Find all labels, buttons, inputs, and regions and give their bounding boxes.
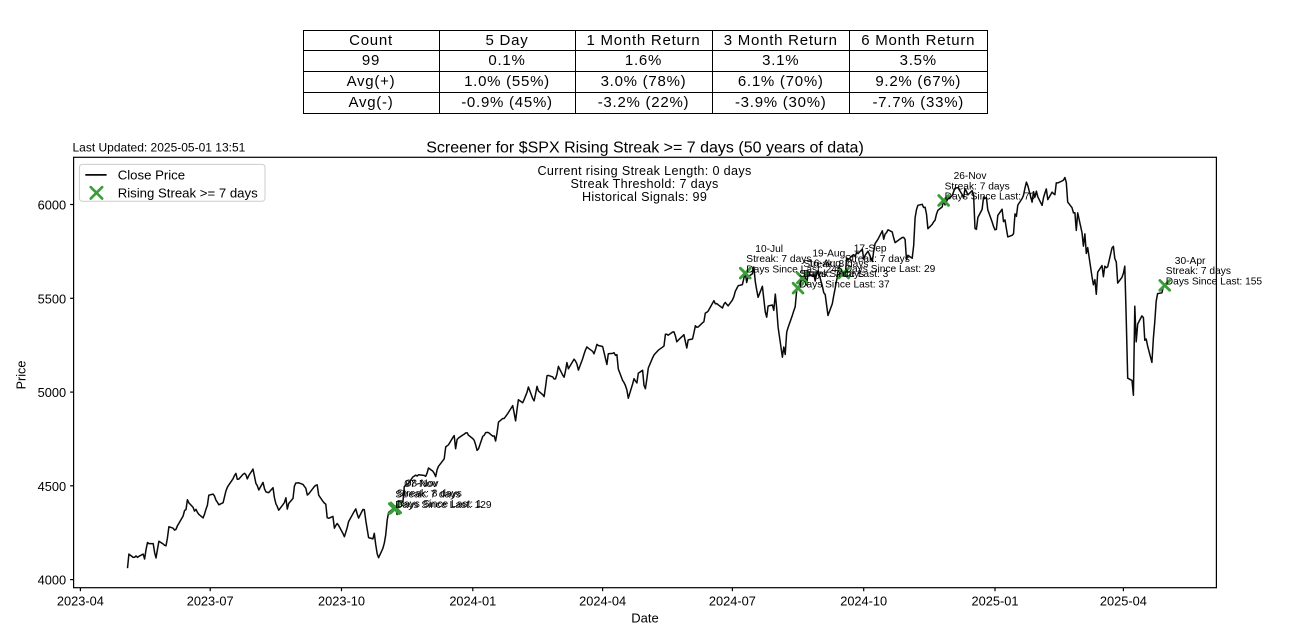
svg-text:4000: 4000 bbox=[38, 573, 66, 588]
svg-text:16-Aug: 16-Aug bbox=[808, 259, 841, 270]
svg-text:6000: 6000 bbox=[38, 198, 66, 213]
svg-text:5500: 5500 bbox=[38, 291, 66, 306]
svg-text:Date: Date bbox=[631, 611, 658, 626]
svg-text:2023-04: 2023-04 bbox=[57, 594, 104, 609]
svg-text:2023-10: 2023-10 bbox=[318, 594, 365, 609]
svg-text:4500: 4500 bbox=[38, 479, 66, 494]
svg-text:2024-10: 2024-10 bbox=[840, 594, 887, 609]
svg-text:10-Jul: 10-Jul bbox=[755, 244, 783, 255]
svg-text:Days Since Last: 3: Days Since Last: 3 bbox=[803, 269, 888, 280]
svg-text:2025-04: 2025-04 bbox=[1100, 594, 1147, 609]
svg-text:17-Sep: 17-Sep bbox=[854, 244, 887, 255]
svg-text:30-Apr: 30-Apr bbox=[1175, 256, 1206, 267]
svg-text:2023-07: 2023-07 bbox=[187, 594, 234, 609]
svg-text:2024-07: 2024-07 bbox=[709, 594, 756, 609]
svg-text:Screener for $SPX Rising Strea: Screener for $SPX Rising Streak >= 7 day… bbox=[426, 140, 864, 157]
svg-text:Days Since Last: 1: Days Since Last: 1 bbox=[397, 499, 482, 510]
svg-text:19-Aug: 19-Aug bbox=[812, 249, 845, 260]
svg-text:Streak: 8 days: Streak: 8 days bbox=[397, 489, 462, 500]
svg-text:Streak: 7 days: Streak: 7 days bbox=[845, 254, 910, 265]
svg-text:Streak Threshold: 7 days: Streak Threshold: 7 days bbox=[571, 177, 719, 191]
svg-text:Close Price: Close Price bbox=[118, 168, 185, 183]
svg-text:Days Since Last: 129: Days Since Last: 129 bbox=[395, 500, 492, 511]
svg-text:Days Since Last: 29: Days Since Last: 29 bbox=[845, 264, 936, 275]
svg-text:26-Nov: 26-Nov bbox=[954, 171, 988, 182]
svg-text:2024-01: 2024-01 bbox=[449, 594, 496, 609]
svg-text:Rising Streak >= 7 days: Rising Streak >= 7 days bbox=[118, 185, 258, 200]
svg-text:Days Since Last: 245: Days Since Last: 245 bbox=[746, 264, 843, 275]
svg-text:Current rising Streak Length:: Current rising Streak Length: 0 days bbox=[537, 164, 751, 178]
svg-text:Streak: 7 days: Streak: 7 days bbox=[799, 269, 864, 280]
svg-text:Streak: 7 days: Streak: 7 days bbox=[945, 181, 1010, 192]
svg-text:Streak: 8 days: Streak: 8 days bbox=[803, 259, 868, 270]
svg-text:Streak: 7 days: Streak: 7 days bbox=[746, 254, 811, 265]
svg-text:Days Since Last: 155: Days Since Last: 155 bbox=[1166, 277, 1263, 288]
svg-text:2025-01: 2025-01 bbox=[972, 594, 1019, 609]
svg-text:Days Since Last: 37: Days Since Last: 37 bbox=[799, 279, 890, 290]
svg-text:07-Nov: 07-Nov bbox=[404, 479, 438, 490]
svg-text:5000: 5000 bbox=[38, 385, 66, 400]
svg-text:2024-04: 2024-04 bbox=[579, 594, 626, 609]
svg-text:Streak: 7 days: Streak: 7 days bbox=[1166, 266, 1231, 277]
svg-text:Streak: 7 days: Streak: 7 days bbox=[395, 490, 460, 501]
svg-text:Days Since Last: 70: Days Since Last: 70 bbox=[945, 192, 1036, 203]
svg-text:Last Updated: 2025-05-01 13:51: Last Updated: 2025-05-01 13:51 bbox=[73, 141, 246, 155]
svg-text:Price: Price bbox=[15, 361, 29, 390]
svg-text:Historical Signals: 99: Historical Signals: 99 bbox=[582, 190, 707, 204]
svg-text:08-Nov: 08-Nov bbox=[406, 478, 440, 489]
